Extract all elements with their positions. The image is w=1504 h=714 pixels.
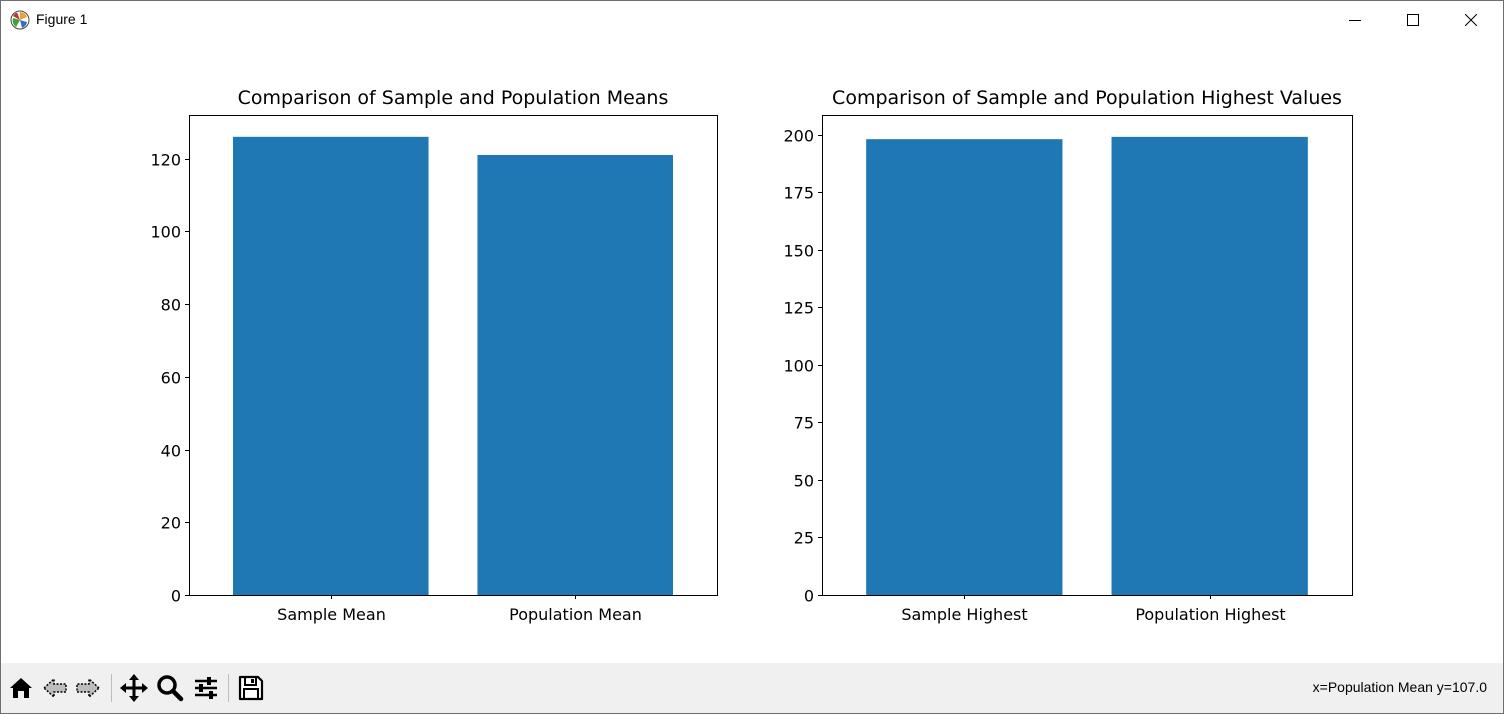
forward-button[interactable]	[72, 672, 104, 704]
cursor-coordinates: x=Population Mean y=107.0	[1312, 679, 1487, 695]
pan-button[interactable]	[118, 672, 150, 704]
axes-frame	[822, 115, 1353, 596]
configure-subplots-icon	[195, 677, 217, 699]
home-icon	[10, 678, 32, 698]
configure-subplots-button[interactable]	[190, 672, 222, 704]
window-title: Figure 1	[36, 11, 88, 27]
bar-population-highest	[1111, 136, 1308, 595]
x-tick-label: Sample Highest	[901, 605, 1027, 624]
y-tick-label: 0	[171, 587, 181, 606]
chart-1: 0 20 40 60 80 100 120 Sample Mean Population Mea…	[150, 87, 718, 624]
y-tick-label: 40	[161, 442, 181, 461]
save-icon	[238, 675, 264, 701]
forward-icon	[76, 677, 101, 699]
minimize-button[interactable]	[1326, 1, 1384, 39]
bar-sample-mean	[233, 136, 429, 595]
zoom-button[interactable]	[154, 672, 186, 704]
y-tick-label: 200	[783, 127, 814, 146]
figure-canvas[interactable]: 0 20 40 60 80 100 120 Sample Mean Population Mea…	[1, 39, 1503, 663]
y-tick-label: 100	[783, 357, 814, 376]
x-tick-label: Population Highest	[1135, 605, 1285, 624]
zoom-icon	[157, 675, 184, 702]
y-tick-label: 75	[794, 414, 814, 433]
maximize-icon	[1407, 14, 1419, 26]
title-bar[interactable]: Figure 1	[1, 1, 1503, 39]
navigation-toolbar: x=Population Mean y=107.0	[1, 663, 1503, 713]
y-tick-label: 100	[150, 223, 181, 242]
matplotlib-icon	[10, 10, 30, 30]
close-button[interactable]	[1442, 1, 1500, 39]
back-button[interactable]	[39, 672, 71, 704]
y-tick-label: 120	[150, 151, 181, 170]
chart-svg[interactable]: 0 20 40 60 80 100 120 Sample Mean Population Mea…	[1, 39, 1503, 663]
x-tick-label: Population Mean	[509, 605, 642, 624]
bar-population-mean	[477, 155, 673, 595]
axes-frame	[189, 115, 718, 596]
back-icon	[42, 677, 67, 699]
close-icon	[1465, 14, 1477, 26]
y-tick-label: 125	[783, 299, 814, 318]
home-button[interactable]	[5, 672, 37, 704]
y-tick-label: 20	[161, 514, 181, 533]
toolbar-separator	[228, 674, 229, 702]
minimize-icon	[1349, 20, 1361, 21]
y-tick-label: 175	[783, 184, 814, 203]
y-tick-label: 80	[161, 296, 181, 315]
toolbar-separator	[111, 674, 112, 702]
chart-title: Comparison of Sample and Population High…	[832, 87, 1342, 109]
bar-sample-highest	[866, 139, 1063, 595]
x-tick-label: Sample Mean	[277, 605, 386, 624]
y-tick-label: 0	[804, 587, 814, 606]
chart-title: Comparison of Sample and Population Mean…	[238, 87, 669, 109]
y-tick-label: 25	[794, 529, 814, 548]
chart-2: 0 25 50 75 100 125 150 175 200 Sample Highest Popu…	[783, 87, 1353, 624]
save-button[interactable]	[235, 672, 267, 704]
y-tick-label: 150	[783, 242, 814, 261]
y-tick-label: 50	[794, 472, 814, 491]
y-tick-label: 60	[161, 369, 181, 388]
pan-icon	[120, 674, 148, 702]
maximize-button[interactable]	[1384, 1, 1442, 39]
